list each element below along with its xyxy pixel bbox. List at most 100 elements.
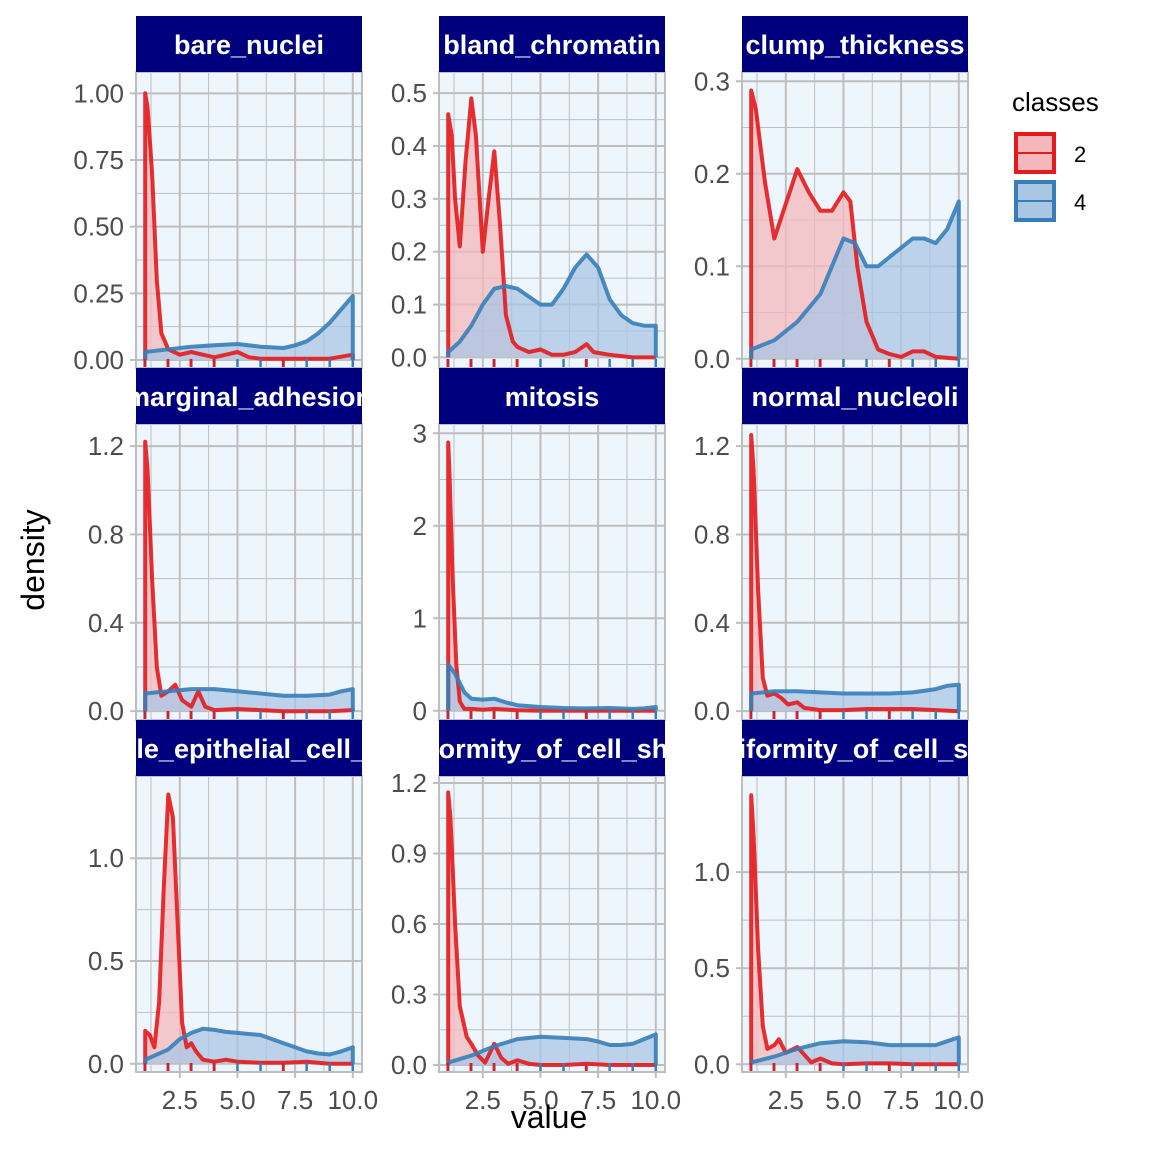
density-line-class-2 bbox=[446, 440, 656, 713]
y-tick-label: 0.0 bbox=[694, 1049, 730, 1079]
y-tick-label: 1.0 bbox=[88, 843, 124, 873]
facet-marginal-adhesion: marginal_adhesion 0.0 0.4 0.8 1.2 bbox=[88, 368, 372, 726]
density-line-class-4 bbox=[446, 1032, 658, 1065]
y-tick-label: 3 bbox=[413, 418, 427, 448]
density-line-class-2 bbox=[143, 792, 353, 1066]
plot-area bbox=[749, 433, 961, 720]
facet-title: mitosis bbox=[505, 382, 600, 412]
plot-area bbox=[143, 91, 355, 368]
density-line-class-2 bbox=[749, 793, 959, 1067]
density-line-class-4 bbox=[143, 687, 355, 712]
facet-title: clump_thickness bbox=[745, 30, 964, 60]
facet-title: uniformity_of_cell_size bbox=[706, 734, 1005, 764]
x-tick-label: 10.0 bbox=[933, 1085, 984, 1115]
facet-strip bbox=[742, 16, 968, 72]
panel-background bbox=[742, 776, 968, 1072]
legend-label-class-4: 4 bbox=[1074, 190, 1086, 215]
facet-title: marginal_adhesion bbox=[126, 382, 372, 412]
facet-title: bland_chromatin bbox=[443, 30, 661, 60]
density-line-class-2 bbox=[446, 790, 656, 1067]
density-line-class-4 bbox=[143, 1026, 355, 1064]
facet-title: normal_nucleoli bbox=[751, 382, 958, 412]
density-line-class-4 bbox=[143, 294, 355, 360]
y-tick-label: 0.0 bbox=[391, 342, 427, 372]
y-tick-label: 1.0 bbox=[694, 857, 730, 887]
y-tick-label: 0.0 bbox=[391, 1050, 427, 1080]
y-tick-label: 0.75 bbox=[73, 145, 124, 175]
density-line-class-4 bbox=[446, 252, 658, 358]
y-tick-label: 2 bbox=[413, 511, 427, 541]
y-tick-label: 0.1 bbox=[391, 290, 427, 320]
density-area-class-2 bbox=[145, 794, 353, 1064]
y-tick-label: 0.0 bbox=[694, 344, 730, 374]
density-line-class-2 bbox=[446, 96, 656, 360]
facet-mitosis: mitosis 0 1 2 3 bbox=[413, 368, 666, 726]
x-tick-label: 5.0 bbox=[825, 1085, 861, 1115]
x-tick-label: 10.0 bbox=[630, 1085, 681, 1115]
y-tick-label: 0.9 bbox=[391, 839, 427, 869]
density-area-class-4 bbox=[751, 201, 959, 359]
facet-strip bbox=[439, 720, 665, 776]
density-line-class-4 bbox=[749, 682, 961, 712]
y-tick-label: 1.2 bbox=[88, 431, 124, 461]
y-tick-label: 0.50 bbox=[73, 212, 124, 242]
plot-area bbox=[143, 439, 355, 720]
x-tick-label: 7.5 bbox=[277, 1085, 313, 1115]
plot-area bbox=[749, 793, 961, 1072]
x-tick-label: 5.0 bbox=[219, 1085, 255, 1115]
y-tick-label: 0.2 bbox=[694, 159, 730, 189]
plot-area bbox=[446, 440, 658, 720]
density-line-class-2 bbox=[749, 88, 959, 361]
x-tick-label: 2.5 bbox=[162, 1085, 198, 1115]
y-tick-label: 0.5 bbox=[391, 78, 427, 108]
x-axis-title: value bbox=[511, 1099, 588, 1135]
y-tick-label: 0.00 bbox=[73, 345, 124, 375]
y-tick-label: 1 bbox=[413, 603, 427, 633]
facet-normal-nucleoli: normal_nucleoli 0.0 0.4 0.8 1.2 bbox=[694, 368, 969, 726]
facet-bare-nuclei: bare_nuclei 0.00 0.25 0.50 0.75 1.00 bbox=[73, 16, 363, 375]
x-tick-label: 2.5 bbox=[768, 1085, 804, 1115]
y-tick-label: 1.2 bbox=[694, 431, 730, 461]
facet-strip bbox=[742, 368, 968, 424]
x-tick-label: 2.5 bbox=[465, 1085, 501, 1115]
y-tick-label: 0.5 bbox=[694, 953, 730, 983]
density-line-class-2 bbox=[749, 433, 959, 714]
y-tick-label: 0.6 bbox=[391, 909, 427, 939]
density-line-class-2 bbox=[143, 91, 355, 361]
facet-strip bbox=[742, 720, 968, 776]
y-tick-label: 1.2 bbox=[391, 768, 427, 798]
facet-strip bbox=[136, 368, 362, 424]
legend-title: classes bbox=[1012, 87, 1099, 117]
y-tick-label: 1.00 bbox=[73, 78, 124, 108]
y-tick-label: 0.4 bbox=[88, 608, 124, 638]
facet-title: uniformity_of_cell_shape bbox=[389, 734, 715, 764]
y-tick-label: 0.0 bbox=[88, 1049, 124, 1079]
density-area-class-4 bbox=[448, 664, 656, 711]
facet-strip bbox=[439, 368, 665, 424]
density-line-class-4 bbox=[749, 1035, 961, 1065]
y-tick-label: 0.4 bbox=[694, 608, 730, 638]
x-tick-label: 7.5 bbox=[580, 1085, 616, 1115]
y-tick-label: 0.4 bbox=[391, 131, 427, 161]
y-tick-label: 0.25 bbox=[73, 278, 124, 308]
y-axis-title: density bbox=[15, 509, 51, 610]
plot-area bbox=[446, 96, 658, 368]
panel-background bbox=[742, 424, 968, 720]
facet-title: single_epithelial_cell_size bbox=[81, 734, 417, 764]
legend-label-class-2: 2 bbox=[1074, 142, 1086, 167]
x-tick-label: 5.0 bbox=[522, 1085, 558, 1115]
y-tick-label: 0.0 bbox=[88, 696, 124, 726]
y-tick-label: 0.3 bbox=[694, 66, 730, 96]
y-tick-label: 0.3 bbox=[391, 979, 427, 1009]
y-tick-label: 0.0 bbox=[694, 696, 730, 726]
y-tick-label: 0.8 bbox=[88, 519, 124, 549]
facet-strip bbox=[136, 16, 362, 72]
facet-bland-chromatin: bland_chromatin 0.0 0.1 0.2 0.3 0.4 0.5 bbox=[391, 16, 666, 374]
facet-panels: bare_nuclei0.000.250.500.751.00bland_chr… bbox=[73, 16, 1005, 1115]
y-tick-label: 0.3 bbox=[391, 184, 427, 214]
density-area-class-4 bbox=[751, 1037, 959, 1065]
y-tick-label: 0.1 bbox=[694, 251, 730, 281]
y-tick-label: 0 bbox=[413, 696, 427, 726]
facet-strip bbox=[136, 720, 362, 776]
plot-area bbox=[749, 88, 961, 368]
